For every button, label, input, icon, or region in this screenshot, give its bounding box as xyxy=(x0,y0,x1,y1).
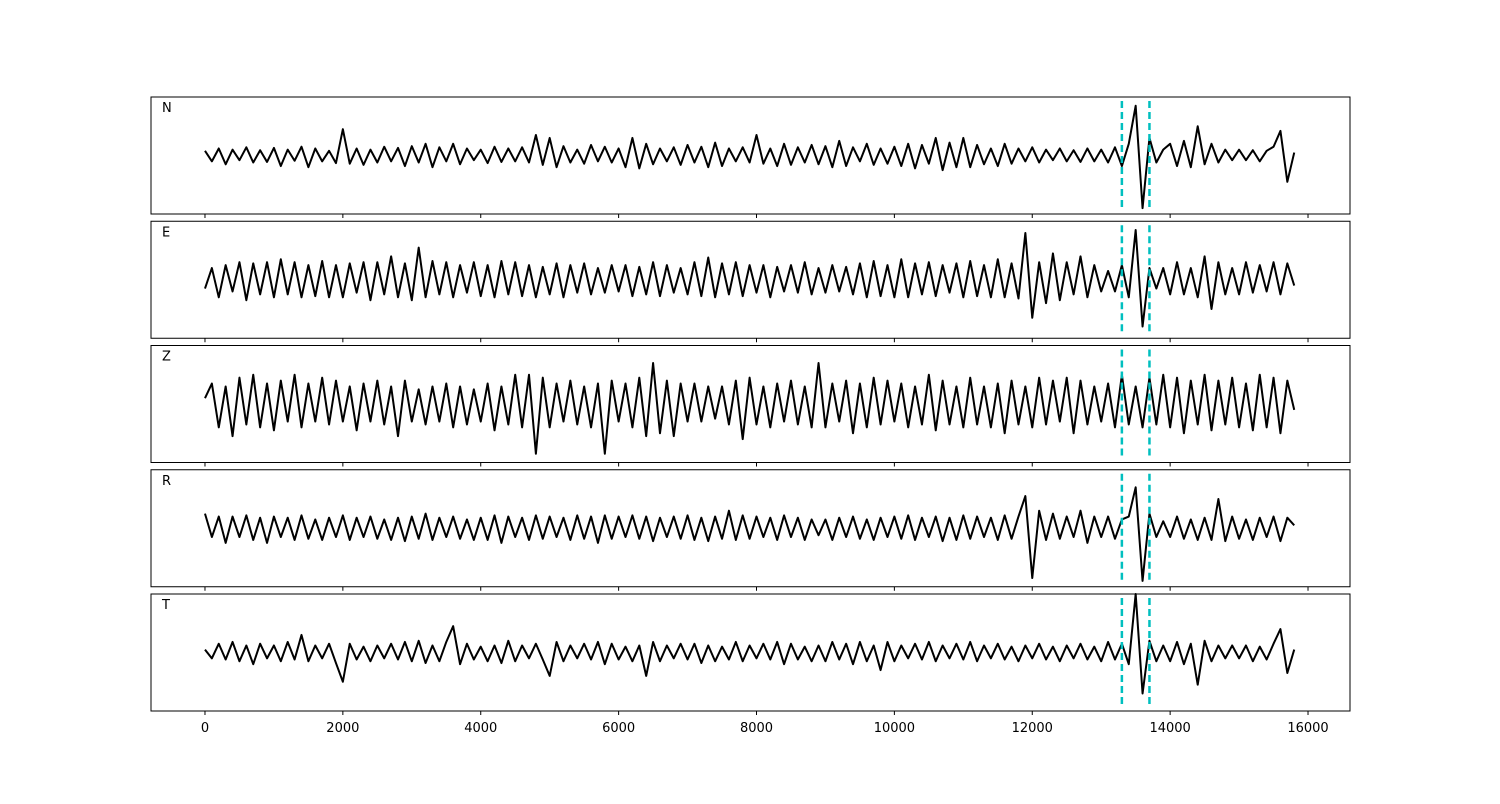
panel-frame xyxy=(150,96,1351,215)
x-tick-label: 2000 xyxy=(326,721,359,736)
trace xyxy=(204,229,1296,328)
panel-label: T xyxy=(161,598,170,613)
x-tick-label: 4000 xyxy=(464,721,497,736)
x-tick-label: 0 xyxy=(201,721,209,736)
x-tick-label: 16000 xyxy=(1287,721,1328,736)
panel-label: R xyxy=(162,474,171,489)
trace xyxy=(204,593,1296,695)
x-tick-label: 10000 xyxy=(874,721,915,736)
panel-label: E xyxy=(162,225,170,240)
x-tick-label: 6000 xyxy=(602,721,635,736)
x-tick-label: 8000 xyxy=(740,721,773,736)
panel-frame xyxy=(150,220,1351,339)
trace xyxy=(204,362,1296,455)
panel-label: Z xyxy=(162,350,171,365)
trace xyxy=(204,486,1295,582)
panel-frame xyxy=(150,469,1351,588)
panel-frame xyxy=(150,593,1351,712)
x-tick-label: 12000 xyxy=(1012,721,1053,736)
x-tick-label: 14000 xyxy=(1149,721,1190,736)
panel-frame xyxy=(150,345,1351,463)
panel-label: N xyxy=(162,101,172,116)
trace xyxy=(204,104,1296,210)
